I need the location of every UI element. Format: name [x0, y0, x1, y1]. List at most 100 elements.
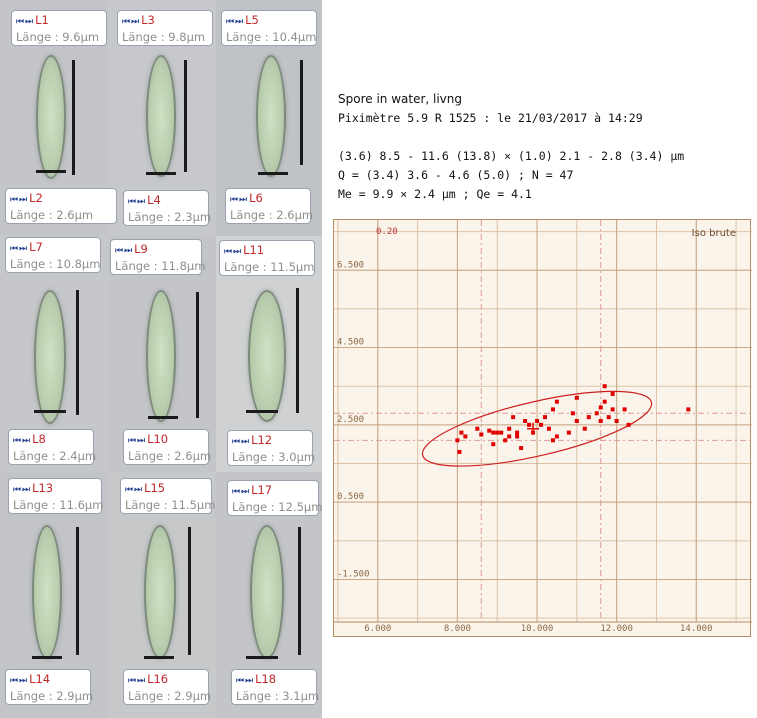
- length-value: Länge : 11.8µm: [115, 259, 206, 273]
- measurement-label[interactable]: ⏮ ⏭ L18 Länge : 3.1µm: [231, 669, 319, 705]
- prev-next-icon[interactable]: ⏮ ⏭: [13, 436, 30, 446]
- prev-next-icon[interactable]: ⏮ ⏭: [224, 247, 241, 257]
- data-point: [479, 432, 484, 437]
- data-point: [594, 411, 599, 416]
- measurement-label[interactable]: ⏮ ⏭ L1 Länge : 9.6µm: [11, 10, 107, 46]
- confidence-ellipse: [421, 390, 653, 467]
- measurement-label[interactable]: ⏮ ⏭ L16 Länge : 2.9µm: [123, 669, 212, 705]
- length-value: Länge : 2.6µm: [128, 449, 212, 463]
- prev-next-icon[interactable]: ⏮ ⏭: [230, 195, 247, 205]
- prev-next-icon[interactable]: ⏮ ⏭: [128, 436, 145, 446]
- length-value: Länge : 2.9µm: [128, 689, 212, 703]
- measurement-label[interactable]: ⏮ ⏭ L7 Länge : 10.8µm: [5, 237, 101, 273]
- spore-id: L14: [29, 672, 51, 686]
- measurement-label[interactable]: ⏮ ⏭ L5 Länge : 10.4µm: [221, 10, 317, 46]
- legend-label: Iso brute: [692, 228, 736, 239]
- length-value: Länge : 11.5µm: [125, 498, 216, 512]
- data-point: [610, 407, 615, 412]
- measurement-label[interactable]: ⏮ ⏭ L6 Länge : 2.6µm: [225, 188, 314, 224]
- prev-next-icon[interactable]: ⏮ ⏭: [236, 676, 253, 686]
- measurement-label[interactable]: ⏮ ⏭ L2 Länge : 2.6µm: [5, 188, 117, 224]
- data-point: [602, 399, 607, 404]
- spore-image: [32, 525, 62, 659]
- length-value: Länge : 2.6µm: [10, 208, 94, 222]
- data-point: [602, 384, 607, 389]
- spore-image: [250, 525, 284, 659]
- spore-id: L12: [251, 433, 273, 447]
- prev-next-icon[interactable]: ⏮ ⏭: [115, 246, 132, 256]
- width-measure-bar: [246, 410, 278, 413]
- prev-next-icon[interactable]: ⏮ ⏭: [232, 487, 249, 497]
- measurement-label[interactable]: ⏮ ⏭ L12 Länge : 3.0µm: [227, 430, 315, 466]
- prev-next-icon[interactable]: ⏮ ⏭: [122, 17, 139, 27]
- data-point: [614, 419, 619, 423]
- mean-line: Me = 9.9 × 2.4 µm ; Qe = 4.1: [338, 187, 532, 201]
- spore-id: L5: [245, 13, 259, 27]
- measurement-label[interactable]: ⏮ ⏭ L8 Länge : 2.4µm: [8, 429, 97, 465]
- spore-id: L1: [35, 13, 49, 27]
- length-width-range: (3.6) 8.5 - 11.6 (13.8) × (1.0) 2.1 - 2.…: [338, 149, 685, 163]
- spore-image: [256, 55, 286, 177]
- scatter-plot: 6.500 4.500 2.500 0.500 -1.500 6.000 8.000 10.0…: [333, 219, 752, 637]
- prev-next-icon[interactable]: ⏮ ⏭: [128, 197, 145, 207]
- measurement-label[interactable]: ⏮ ⏭ L11 Länge : 11.5µm: [219, 240, 315, 276]
- spore-id: L17: [251, 483, 273, 497]
- measurement-label[interactable]: ⏮ ⏭ L9 Länge : 11.8µm: [110, 239, 206, 275]
- width-measure-bar: [34, 410, 66, 413]
- measurement-label[interactable]: ⏮ ⏭ L4 Länge : 2.3µm: [123, 190, 211, 226]
- length-value: Länge : 9.6µm: [16, 30, 100, 44]
- prev-next-icon[interactable]: ⏮ ⏭: [125, 485, 142, 495]
- data-point: [626, 422, 631, 427]
- length-value: Länge : 10.4µm: [226, 30, 317, 44]
- data-point: [519, 446, 524, 451]
- width-measure-bar: [146, 172, 176, 175]
- measurement-label[interactable]: ⏮ ⏭ L17 Länge : 12.5µm: [227, 480, 323, 516]
- spore-id: L15: [144, 481, 166, 495]
- data-point: [475, 426, 480, 431]
- data-point: [495, 430, 500, 435]
- length-measure-bar: [76, 290, 79, 415]
- prev-next-icon[interactable]: ⏮ ⏭: [13, 485, 30, 495]
- width-measure-bar: [258, 172, 288, 175]
- length-measure-bar: [188, 527, 191, 655]
- spore-id: L2: [29, 191, 43, 205]
- measurement-label[interactable]: ⏮ ⏭ L10 Länge : 2.6µm: [123, 429, 212, 465]
- data-point: [459, 430, 464, 435]
- spore-image: [144, 525, 176, 659]
- data-point: [539, 422, 544, 427]
- data-point: [527, 422, 532, 427]
- spore-id: L3: [141, 13, 155, 27]
- measurement-label[interactable]: ⏮ ⏭ L14 Länge : 2.9µm: [5, 669, 94, 705]
- prev-next-icon[interactable]: ⏮ ⏭: [232, 437, 249, 447]
- length-value: Länge : 11.5µm: [224, 260, 315, 274]
- prev-next-icon[interactable]: ⏮ ⏭: [10, 244, 27, 254]
- spore-id: L18: [255, 672, 277, 686]
- prev-next-icon[interactable]: ⏮ ⏭: [226, 17, 243, 27]
- length-value: Länge : 2.4µm: [13, 449, 97, 463]
- data-point: [523, 419, 528, 423]
- prev-next-icon[interactable]: ⏮ ⏭: [16, 17, 33, 27]
- measurement-label[interactable]: ⏮ ⏭ L15 Länge : 11.5µm: [120, 478, 216, 514]
- y-tick-label: 2.500: [337, 415, 364, 425]
- data-point: [487, 428, 492, 433]
- length-value: Länge : 12.5µm: [232, 500, 323, 514]
- data-point: [686, 407, 691, 412]
- length-measure-bar: [196, 292, 199, 418]
- measurement-label[interactable]: ⏮ ⏭ L3 Länge : 9.8µm: [117, 10, 213, 46]
- spore-id: L6: [249, 191, 263, 205]
- length-value: Länge : 2.9µm: [10, 689, 94, 703]
- data-point: [503, 438, 508, 443]
- width-measure-bar: [36, 170, 66, 173]
- data-point: [507, 426, 512, 431]
- spore-id: L13: [32, 481, 54, 495]
- measurement-label[interactable]: ⏮ ⏭ L13 Länge : 11.6µm: [8, 478, 103, 514]
- prev-next-icon[interactable]: ⏮ ⏭: [10, 195, 27, 205]
- width-measure-bar: [32, 656, 62, 659]
- prev-next-icon[interactable]: ⏮ ⏭: [10, 676, 27, 686]
- prev-next-icon[interactable]: ⏮ ⏭: [128, 676, 145, 686]
- spore-image-grid: ⏮ ⏭ L1 Länge : 9.6µm ⏮ ⏭ L3 Länge : 9.8µm ⏮ ⏭ L…: [0, 0, 322, 718]
- length-measure-bar: [184, 60, 187, 172]
- data-point: [535, 419, 540, 423]
- length-value: Länge : 2.6µm: [230, 208, 314, 222]
- y-tick-label: -1.500: [337, 569, 370, 579]
